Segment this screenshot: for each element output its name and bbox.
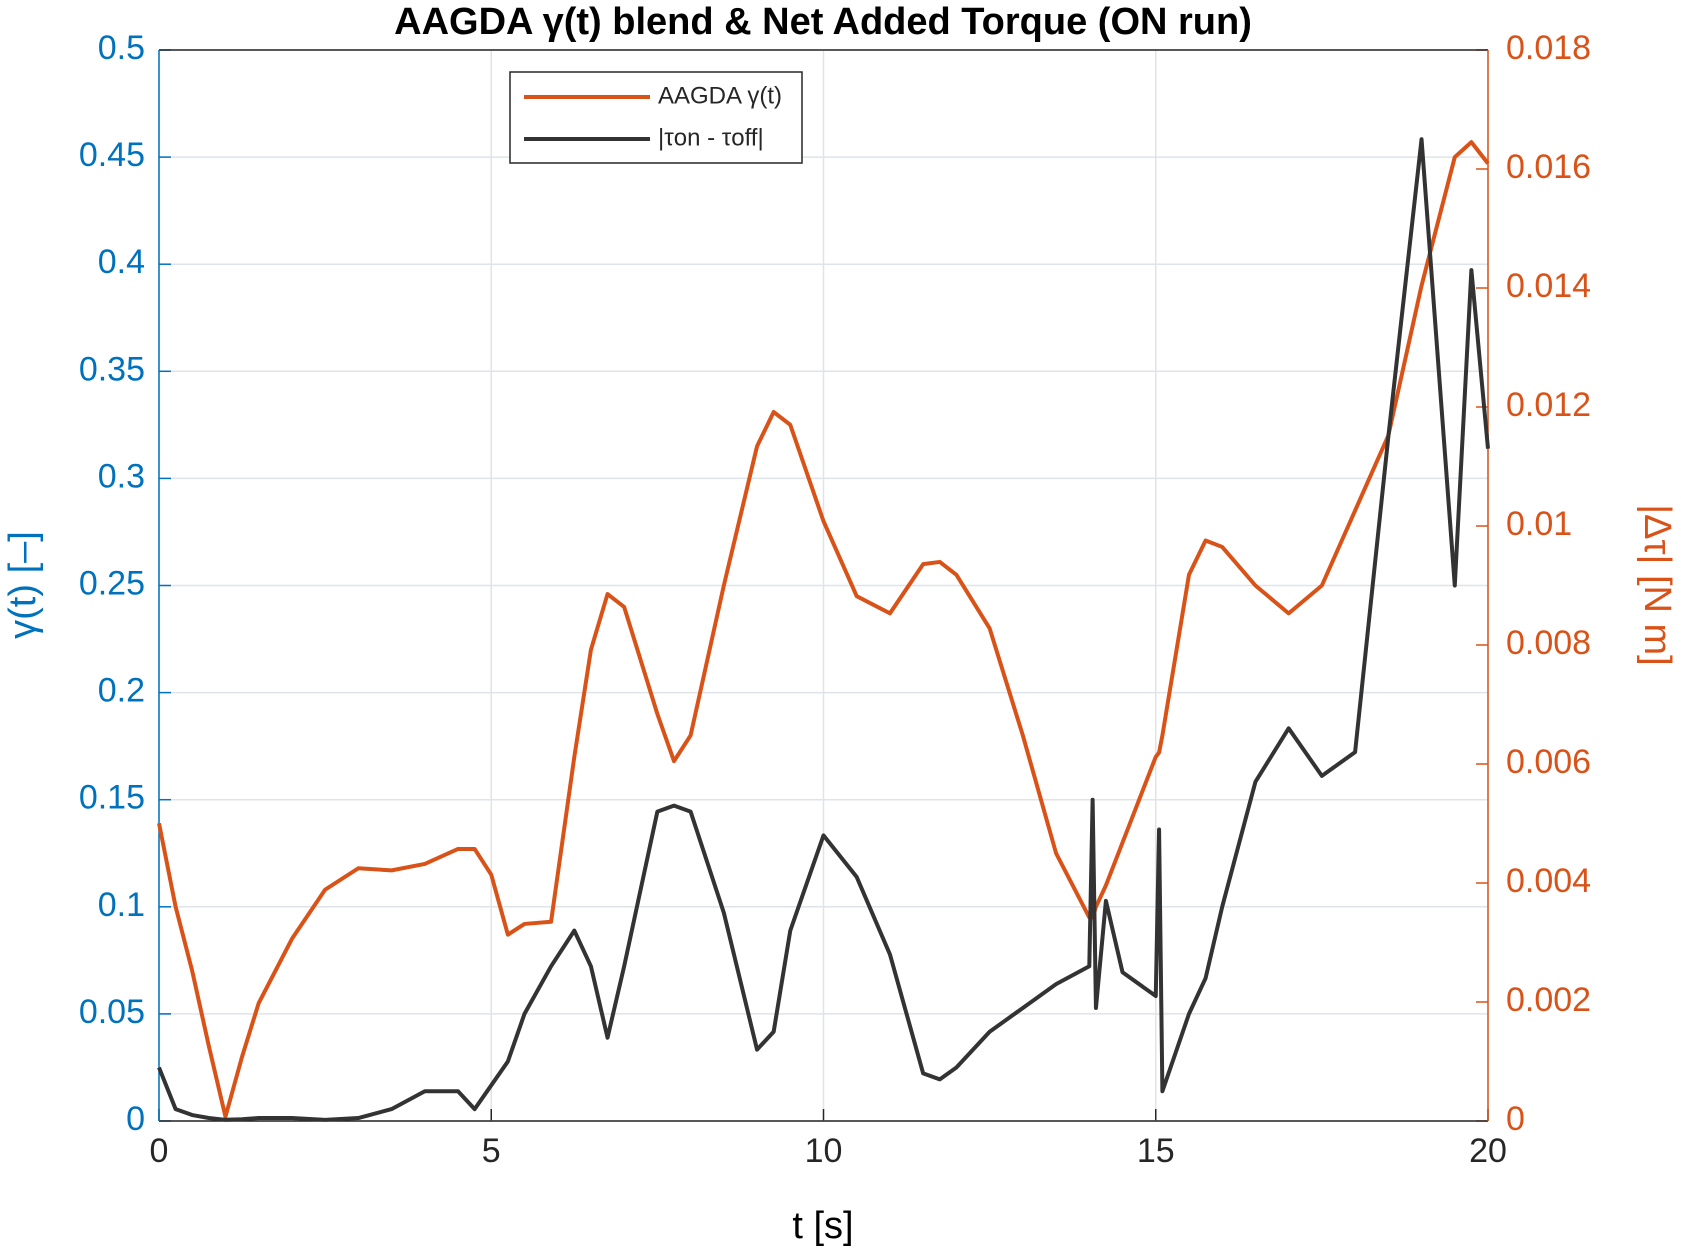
y-tick-label: 0.3 — [98, 457, 145, 495]
y2-tick-label: 0.002 — [1506, 981, 1591, 1019]
legend-label: |τon - τoff| — [658, 124, 764, 151]
x-axis-label: t [s] — [792, 1205, 853, 1247]
y2-tick-label: 0.016 — [1506, 148, 1591, 186]
y2-tick-label: 0.014 — [1506, 267, 1591, 305]
x-tick-label: 20 — [1469, 1132, 1507, 1170]
y-tick-label: 0.25 — [79, 564, 145, 602]
y2-axis-label: |Δτ| [N m] — [1636, 504, 1678, 665]
y-tick-label: 0.15 — [79, 779, 145, 817]
y-tick-label: 0 — [126, 1100, 145, 1138]
x-tick-label: 10 — [805, 1132, 843, 1170]
legend-label: AAGDA γ(t) — [658, 82, 782, 109]
x-tick-label: 15 — [1137, 1132, 1175, 1170]
x-tick-label: 0 — [150, 1132, 169, 1170]
y-tick-label: 0.45 — [79, 136, 145, 174]
legend-box — [509, 71, 803, 164]
y2-tick-label: 0.008 — [1506, 624, 1591, 662]
y2-tick-label: 0 — [1506, 1100, 1525, 1138]
y-tick-label: 0.05 — [79, 993, 145, 1031]
y-tick-label: 0.2 — [98, 672, 145, 710]
y2-tick-label: 0.018 — [1506, 29, 1591, 67]
y2-tick-label: 0.01 — [1506, 505, 1572, 543]
y-axis-label: γ(t) [–] — [2, 531, 44, 639]
y2-tick-label: 0.004 — [1506, 862, 1591, 900]
chart-title: AAGDA γ(t) blend & Net Added Torque (ON … — [394, 1, 1252, 43]
y-tick-label: 0.1 — [98, 886, 145, 924]
series-line — [157, 137, 1490, 1122]
y-tick-label: 0.4 — [98, 243, 145, 281]
x-tick-label: 5 — [482, 1132, 501, 1170]
y2-tick-label: 0.012 — [1506, 386, 1591, 424]
y-tick-label: 0.35 — [79, 350, 145, 388]
y-tick-label: 0.5 — [98, 29, 145, 67]
series-line — [157, 140, 1490, 1119]
y2-tick-label: 0.006 — [1506, 743, 1591, 781]
